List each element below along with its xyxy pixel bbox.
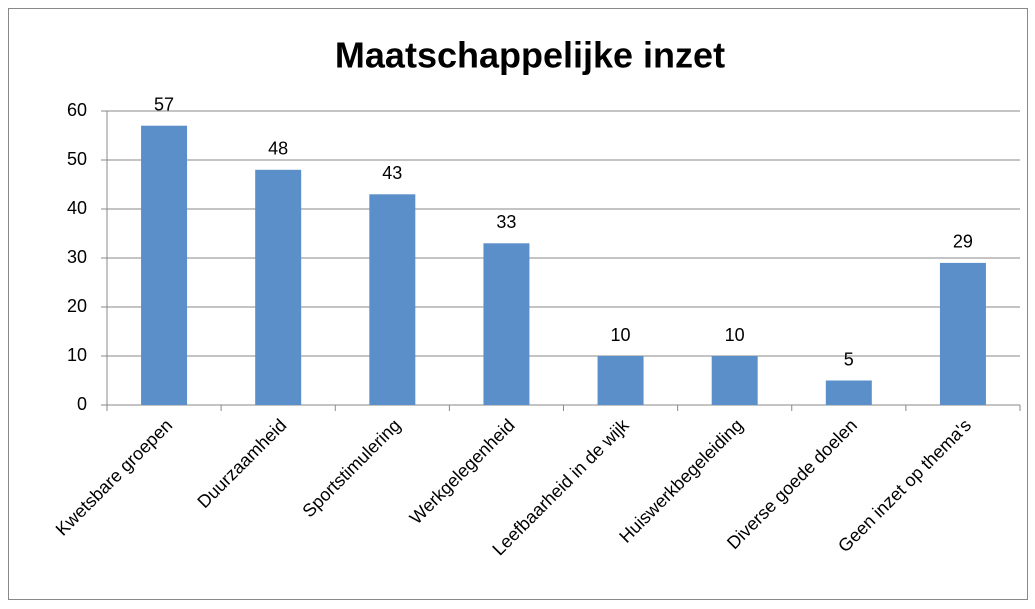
data-label: 43 — [382, 163, 402, 183]
chart-title: Maatschappelijke inzet — [335, 35, 725, 76]
y-tick-label: 30 — [67, 247, 87, 267]
data-label: 48 — [268, 139, 288, 159]
data-label: 10 — [611, 325, 631, 345]
bar — [255, 169, 302, 405]
y-tick-label: 20 — [67, 296, 87, 316]
y-tick-label: 0 — [77, 394, 87, 414]
bar — [825, 380, 872, 405]
bar — [141, 125, 188, 405]
y-tick-label: 40 — [67, 198, 87, 218]
bar — [711, 356, 758, 405]
y-tick-label: 50 — [67, 149, 87, 169]
bar — [483, 243, 530, 405]
data-label: 57 — [154, 94, 174, 114]
data-label: 10 — [725, 325, 745, 345]
bar — [369, 194, 416, 405]
y-tick-label: 60 — [67, 100, 87, 120]
bar — [939, 262, 986, 405]
data-label: 29 — [953, 232, 973, 252]
y-tick-label: 10 — [67, 345, 87, 365]
data-label: 33 — [496, 212, 516, 232]
bar — [597, 356, 644, 405]
data-label: 5 — [844, 349, 854, 369]
